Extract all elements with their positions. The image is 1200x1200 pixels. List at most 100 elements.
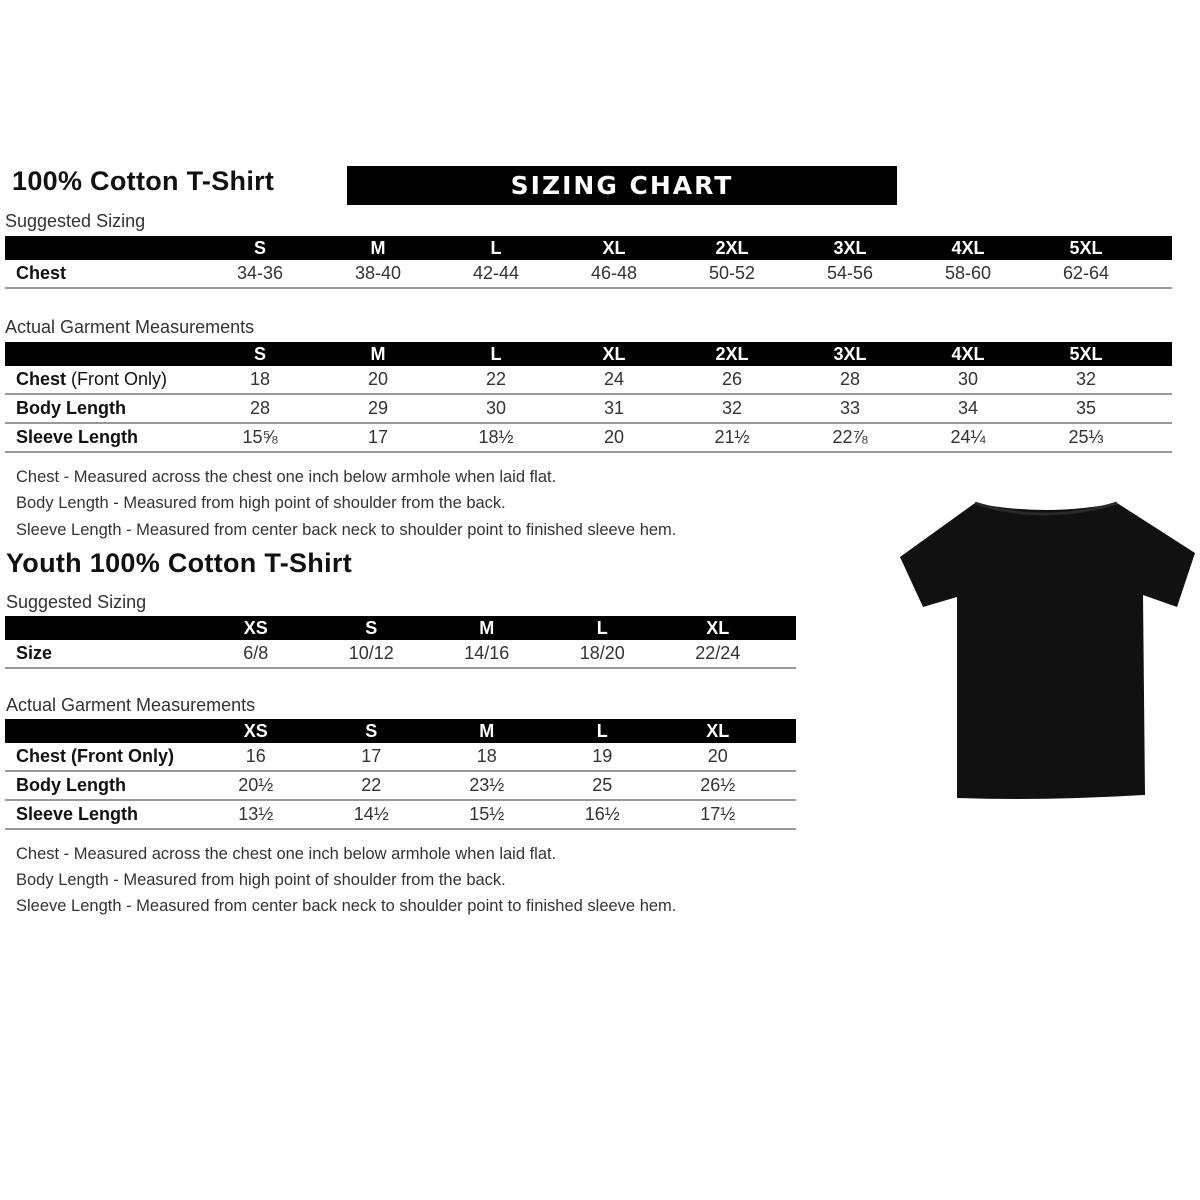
size-header: L: [544, 616, 660, 640]
size-header: XS: [198, 719, 314, 743]
size-header: 2XL: [673, 342, 791, 366]
size-header: 4XL: [909, 236, 1027, 260]
adult-suggested-table: S M L XL 2XL 3XL 4XL 5XL Chest 34-36 38-40 42-44 46-…: [5, 236, 1172, 289]
size-header-row: S M L XL 2XL 3XL 4XL 5XL: [5, 342, 1172, 366]
table-cell: 14½: [313, 800, 429, 830]
table-cell: 30: [437, 394, 555, 424]
adult-suggested-label: Suggested Sizing: [5, 211, 146, 231]
youth-suggested-label: Suggested Sizing: [6, 592, 147, 612]
table-cell: 20: [555, 423, 673, 453]
size-header: XL: [555, 342, 673, 366]
table-cell: 38-40: [319, 260, 437, 289]
size-header: 3XL: [791, 342, 909, 366]
table-row: Chest (Front Only) 18 20 22 24 26 28 30 32: [5, 366, 1172, 395]
table-cell: 17: [319, 423, 437, 453]
table-cell: 54-56: [791, 260, 909, 289]
table-cell: 46-48: [555, 260, 673, 289]
row-label: Chest (Front Only): [5, 366, 201, 395]
table-cell: 29: [319, 394, 437, 424]
table-cell: 58-60: [909, 260, 1027, 289]
table-cell: 10/12: [313, 640, 429, 669]
table-row: Chest (Front Only) 16 17 18 19 20: [5, 743, 796, 772]
table-cell: 22⅞: [791, 423, 909, 453]
table-cell: 34: [909, 394, 1027, 424]
size-header: 5XL: [1027, 236, 1145, 260]
table-cell: 6/8: [198, 640, 314, 669]
table-cell: 26½: [660, 771, 776, 801]
table-cell: 31: [555, 394, 673, 424]
table-cell: 16: [198, 743, 314, 772]
table-cell: 22: [313, 771, 429, 801]
table-cell: 34-36: [201, 260, 319, 289]
table-cell: 18: [201, 366, 319, 395]
table-row: Body Length 28 29 30 31 32 33 34 35: [5, 394, 1172, 424]
table-cell: 28: [791, 366, 909, 395]
row-label: Chest: [5, 260, 201, 289]
size-header: M: [319, 236, 437, 260]
table-row: Body Length 20½ 22 23½ 25 26½: [5, 771, 796, 801]
size-header: M: [429, 719, 545, 743]
table-cell: 42-44: [437, 260, 555, 289]
table-cell: 23½: [429, 771, 545, 801]
row-label: Body Length: [5, 394, 201, 424]
table-cell: 30: [909, 366, 1027, 395]
table-cell: 24¼: [909, 423, 1027, 453]
size-header: S: [201, 236, 319, 260]
table-cell: 18/20: [544, 640, 660, 669]
table-cell: 15⅝: [201, 423, 319, 453]
table-cell: 24: [555, 366, 673, 395]
table-cell: 25: [544, 771, 660, 801]
table-cell: 18½: [437, 423, 555, 453]
youth-actual-label: Actual Garment Measurements: [6, 695, 256, 715]
adult-note-chest: Chest - Measured across the chest one in…: [16, 468, 557, 486]
row-label: Chest (Front Only): [5, 743, 198, 772]
size-header: 5XL: [1027, 342, 1145, 366]
table-cell: 17½: [660, 800, 776, 830]
table-row: Sleeve Length 13½ 14½ 15½ 16½ 17½: [5, 800, 796, 830]
youth-actual-table: XS S M L XL Chest (Front Only) 16 17 18 19 20 Body …: [5, 719, 796, 830]
size-header: L: [544, 719, 660, 743]
table-cell: 17: [313, 743, 429, 772]
table-cell: 20: [319, 366, 437, 395]
table-cell: 50-52: [673, 260, 791, 289]
size-header: M: [429, 616, 545, 640]
table-cell: 14/16: [429, 640, 545, 669]
table-cell: 28: [201, 394, 319, 424]
size-header: XS: [198, 616, 314, 640]
sizing-chart-banner: SIZING CHART: [347, 166, 897, 205]
size-header: XL: [660, 616, 776, 640]
table-cell: 32: [673, 394, 791, 424]
table-row: Size 6/8 10/12 14/16 18/20 22/24: [5, 640, 796, 669]
table-row: Chest 34-36 38-40 42-44 46-48 50-52 54-56 58-60…: [5, 260, 1172, 289]
table-cell: 18: [429, 743, 545, 772]
table-cell: 19: [544, 743, 660, 772]
table-cell: 35: [1027, 394, 1145, 424]
table-cell: 15½: [429, 800, 545, 830]
adult-note-body: Body Length - Measured from high point o…: [16, 494, 506, 512]
row-label: Body Length: [5, 771, 198, 801]
size-header-row: XS S M L XL: [5, 616, 796, 640]
size-header-row: S M L XL 2XL 3XL 4XL 5XL: [5, 236, 1172, 260]
table-row: Sleeve Length 15⅝ 17 18½ 20 21½ 22⅞ 24¼ 25⅓: [5, 423, 1172, 453]
size-header: S: [313, 719, 429, 743]
table-cell: 21½: [673, 423, 791, 453]
adult-title: 100% Cotton T-Shirt: [12, 166, 275, 196]
size-header: S: [201, 342, 319, 366]
table-cell: 25⅓: [1027, 423, 1145, 453]
youth-suggested-table: XS S M L XL Size 6/8 10/12 14/16 18/20 22/24: [5, 616, 796, 669]
youth-note-body: Body Length - Measured from high point o…: [16, 871, 506, 889]
youth-title: Youth 100% Cotton T-Shirt: [6, 548, 352, 578]
table-cell: 26: [673, 366, 791, 395]
table-cell: 62-64: [1027, 260, 1145, 289]
adult-actual-table: S M L XL 2XL 3XL 4XL 5XL Chest (Front Only) 18 20 2…: [5, 342, 1172, 453]
size-header: 3XL: [791, 236, 909, 260]
table-cell: 32: [1027, 366, 1145, 395]
adult-note-sleeve: Sleeve Length - Measured from center bac…: [16, 521, 677, 539]
row-label: Size: [5, 640, 198, 669]
youth-note-sleeve: Sleeve Length - Measured from center bac…: [16, 897, 677, 915]
size-header: XL: [660, 719, 776, 743]
size-header-row: XS S M L XL: [5, 719, 796, 743]
size-header: M: [319, 342, 437, 366]
table-cell: 13½: [198, 800, 314, 830]
